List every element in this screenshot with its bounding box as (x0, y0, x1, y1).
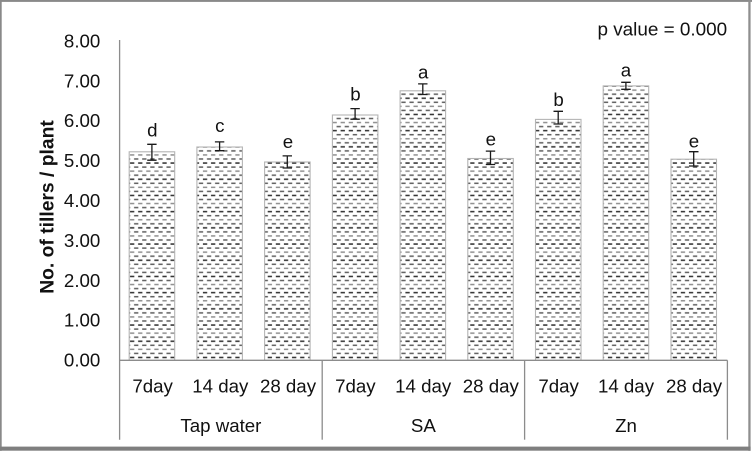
svg-text:Tap water: Tap water (180, 415, 261, 436)
svg-text:7.00: 7.00 (64, 70, 100, 91)
svg-text:a: a (418, 61, 429, 82)
svg-text:Zn: Zn (615, 415, 637, 436)
svg-text:8.00: 8.00 (64, 30, 100, 51)
svg-text:c: c (215, 115, 224, 136)
svg-text:7day: 7day (538, 376, 579, 397)
svg-text:p value = 0.000: p value = 0.000 (597, 19, 727, 40)
svg-text:e: e (486, 128, 496, 149)
svg-text:a: a (621, 60, 632, 81)
svg-text:d: d (147, 120, 157, 141)
svg-text:7day: 7day (132, 376, 173, 397)
svg-text:e: e (283, 131, 293, 152)
svg-text:b: b (350, 84, 360, 105)
svg-text:14 day: 14 day (395, 376, 452, 397)
svg-text:1.00: 1.00 (64, 310, 100, 331)
svg-text:b: b (553, 89, 563, 110)
svg-text:28 day: 28 day (463, 376, 520, 397)
svg-text:14 day: 14 day (598, 376, 655, 397)
svg-text:SA: SA (411, 415, 436, 436)
svg-text:28 day: 28 day (666, 376, 723, 397)
svg-text:6.00: 6.00 (64, 110, 100, 131)
svg-text:2.00: 2.00 (64, 270, 100, 291)
svg-text:No. of tillers / plant: No. of tillers / plant (37, 120, 58, 294)
svg-text:4.00: 4.00 (64, 190, 100, 211)
svg-text:3.00: 3.00 (64, 230, 100, 251)
svg-text:e: e (689, 131, 699, 152)
svg-text:14 day: 14 day (192, 376, 249, 397)
svg-text:0.00: 0.00 (64, 350, 100, 371)
svg-text:28 day: 28 day (260, 376, 317, 397)
svg-text:7day: 7day (335, 376, 376, 397)
svg-text:5.00: 5.00 (64, 150, 100, 171)
